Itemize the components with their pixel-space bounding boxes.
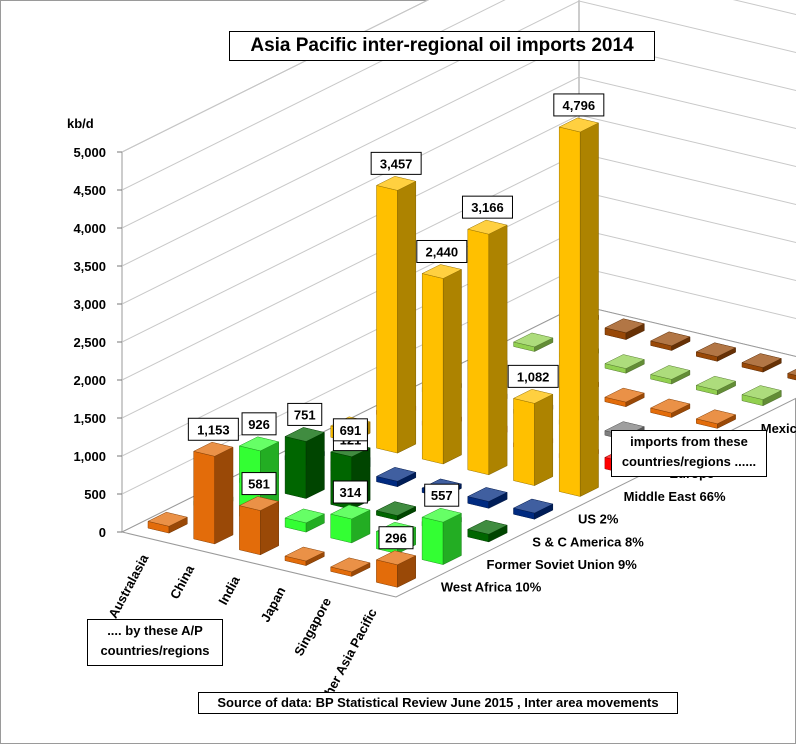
bar-former-soviet-union-9--japan — [329, 504, 371, 544]
legend-series-label: Former Soviet Union 9% — [487, 557, 638, 572]
svg-text:3,166: 3,166 — [471, 200, 504, 215]
data-label: 1,082 — [507, 364, 559, 388]
data-label: 926 — [241, 412, 277, 436]
y-tick-label: 2,000 — [73, 373, 106, 388]
svg-text:2,440: 2,440 — [426, 244, 459, 259]
bar-west-africa-10--australasia — [147, 511, 189, 534]
bar-east-southern-africa-china — [604, 318, 646, 341]
data-label: 296 — [378, 526, 414, 550]
data-label: 691 — [332, 418, 368, 442]
y-tick-label: 4,000 — [73, 221, 106, 236]
bar-north-africa-other-asia-pacific — [741, 385, 783, 407]
legend-series-label: S & C America 8% — [532, 534, 644, 549]
svg-text:4,796: 4,796 — [563, 98, 596, 113]
y-tick-label: 0 — [99, 525, 106, 540]
bar-middle-east-66--india — [421, 264, 463, 465]
svg-text:581: 581 — [248, 477, 270, 492]
data-label: 3,457 — [370, 151, 422, 175]
bar-west-africa-10--japan — [284, 546, 326, 567]
gridline — [121, 0, 796, 229]
legend-series-label: US 2% — [578, 512, 619, 527]
bar-us-2--singapore — [467, 487, 508, 509]
bar-north-africa-singapore — [695, 375, 737, 396]
svg-text:751: 751 — [294, 407, 316, 422]
imports-from-note-line2: countries/regions ...... — [621, 454, 757, 469]
bar-east-southern-africa-japan — [695, 342, 737, 362]
bar-former-soviet-union-9--other-asia-pacific — [421, 507, 463, 566]
y-tick-label: 4,500 — [73, 183, 106, 198]
data-label: 4,796 — [553, 93, 605, 117]
bar-s-c-america-8--other-asia-pacific — [467, 519, 508, 543]
x-tick-label: India — [215, 573, 243, 608]
bar-mexico-other-asia-pacific — [695, 409, 737, 429]
source-note: Source of data: BP Statistical Review Ju… — [198, 692, 678, 714]
x-tick-label: China — [167, 562, 198, 602]
bar-middle-east-66--china — [375, 176, 417, 454]
by-these-note-line2: countries/regions — [100, 643, 210, 658]
svg-text:1,082: 1,082 — [517, 369, 550, 384]
data-label: 1,153 — [187, 417, 239, 441]
legend-series-label: Middle East 66% — [624, 489, 726, 504]
y-axis-label: kb/d — [67, 116, 94, 131]
y-tick-label: 3,000 — [73, 297, 106, 312]
y-tick-label: 500 — [84, 487, 106, 502]
legend-series-label: West Africa 10% — [441, 580, 542, 595]
bar-north-africa-australasia — [512, 332, 554, 352]
svg-text:314: 314 — [340, 485, 362, 500]
data-label: 581 — [241, 472, 277, 496]
bar-east-southern-africa-singapore — [741, 353, 783, 373]
data-label: 314 — [332, 480, 368, 504]
bar-west-africa-10--singapore — [329, 557, 371, 577]
data-label: 3,166 — [461, 195, 513, 219]
imports-from-note-line1: imports from these — [630, 434, 748, 449]
bar-west-africa-10--other-asia-pacific — [375, 550, 417, 588]
bar-north-africa-india — [604, 354, 646, 374]
legend-series-label: Mexico — [761, 421, 796, 436]
imports-from-note: imports from these countries/regions ...… — [611, 430, 767, 477]
bar-us-2--other-asia-pacific — [512, 498, 554, 520]
by-these-note-line1: .... by these A/P — [107, 623, 203, 638]
bar-middle-east-66--singapore — [512, 389, 554, 487]
y-tick-label: 3,500 — [73, 259, 106, 274]
svg-text:3,457: 3,457 — [380, 156, 413, 171]
chart-title: Asia Pacific inter-regional oil imports … — [229, 31, 655, 61]
svg-text:296: 296 — [385, 531, 407, 546]
bar-mexico-japan — [604, 387, 645, 408]
gridline — [121, 0, 430, 153]
bar-west-africa-10--india — [238, 496, 280, 556]
x-tick-label: Australasia — [105, 551, 152, 621]
data-label: 751 — [287, 402, 323, 426]
svg-text:557: 557 — [431, 488, 453, 503]
bar-s-c-america-8--japan — [375, 501, 417, 521]
data-labels: 3,4572,4403,1661,0824,796121751691926314… — [187, 93, 605, 550]
bar-west-africa-10--china — [192, 441, 234, 545]
y-tick-label: 1,500 — [73, 411, 106, 426]
svg-text:1,153: 1,153 — [197, 422, 230, 437]
y-tick-label: 1,000 — [73, 449, 106, 464]
data-label: 2,440 — [416, 239, 468, 263]
bar-former-soviet-union-9--india — [284, 508, 326, 533]
bar-north-africa-japan — [649, 365, 691, 385]
data-label: 557 — [424, 483, 460, 507]
y-axis: 0 500 1,000 1,500 2,000 2,500 3,000 3,500 4,000 4… — [73, 145, 122, 540]
bar-east-southern-africa-other-asia-pacific — [786, 368, 796, 381]
x-tick-label: Japan — [258, 584, 289, 624]
y-tick-label: 2,500 — [73, 335, 106, 350]
svg-text:926: 926 — [248, 417, 270, 432]
x-tick-label: Singapore — [291, 595, 334, 658]
gridline — [121, 76, 796, 305]
gridline — [121, 0, 796, 191]
by-these-note: .... by these A/P countries/regions — [87, 619, 223, 666]
bar-mexico-singapore — [649, 398, 691, 418]
bar-east-southern-africa-india — [649, 331, 691, 351]
bar-us-2--india — [375, 467, 417, 488]
y-tick-label: 5,000 — [73, 145, 106, 160]
svg-text:691: 691 — [340, 423, 362, 438]
bar-s-c-america-8--china — [284, 427, 326, 499]
bar-middle-east-66--other-asia-pacific — [558, 117, 600, 497]
bar-middle-east-66--japan — [467, 219, 508, 476]
